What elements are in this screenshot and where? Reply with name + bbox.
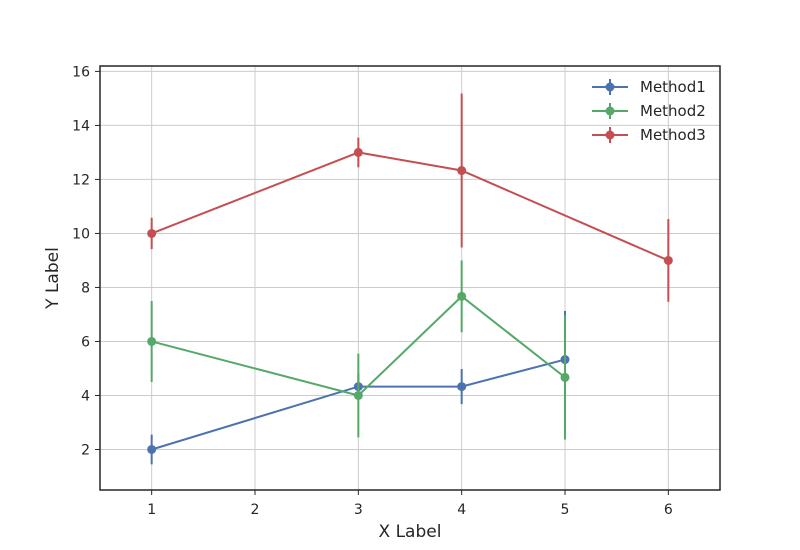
data-point — [457, 291, 467, 301]
y-tick-label: 2 — [81, 442, 90, 458]
legend: Method1 Method2 Method3 — [592, 78, 706, 144]
series-line — [151, 358, 566, 451]
series-line — [151, 295, 566, 397]
x-tick-label: 2 — [251, 502, 260, 518]
legend-label: Method1 — [640, 78, 706, 96]
legend-item: Method3 — [592, 126, 706, 144]
legend-label: Method3 — [640, 126, 706, 144]
data-point — [560, 372, 570, 382]
y-axis-label: Y Label — [43, 247, 63, 310]
legend-label: Method2 — [640, 102, 706, 120]
legend-marker — [605, 82, 615, 92]
legend-item: Method1 — [592, 78, 706, 96]
data-point — [457, 166, 467, 176]
y-tick-label: 4 — [81, 388, 90, 404]
legend-marker — [605, 106, 615, 116]
series-Method3 — [147, 93, 673, 302]
data-point — [663, 255, 673, 265]
grid — [100, 66, 720, 490]
y-tick-label: 6 — [81, 334, 90, 350]
data-point — [353, 147, 363, 157]
series-line — [151, 151, 669, 262]
data-point — [147, 228, 157, 238]
x-tick-label: 6 — [664, 502, 673, 518]
y-tick-label: 8 — [81, 280, 90, 296]
x-tick-label: 1 — [147, 502, 156, 518]
x-tick-label: 4 — [457, 502, 466, 518]
legend-marker — [605, 130, 615, 140]
data-point — [457, 382, 467, 392]
y-tick-label: 16 — [72, 64, 90, 80]
series-Method2 — [147, 260, 570, 440]
legend-item: Method2 — [592, 102, 706, 120]
x-tick-label: 5 — [561, 502, 570, 518]
data-point — [353, 390, 363, 400]
data-point — [147, 336, 157, 346]
y-tick-label: 10 — [72, 226, 90, 242]
y-tick-label: 12 — [72, 172, 90, 188]
y-tick-label: 14 — [72, 118, 90, 134]
plot-frame — [99, 65, 721, 491]
data-point — [147, 444, 157, 454]
series-layer — [147, 93, 673, 465]
x-tick-label: 3 — [354, 502, 363, 518]
x-axis-label: X Label — [379, 522, 442, 542]
